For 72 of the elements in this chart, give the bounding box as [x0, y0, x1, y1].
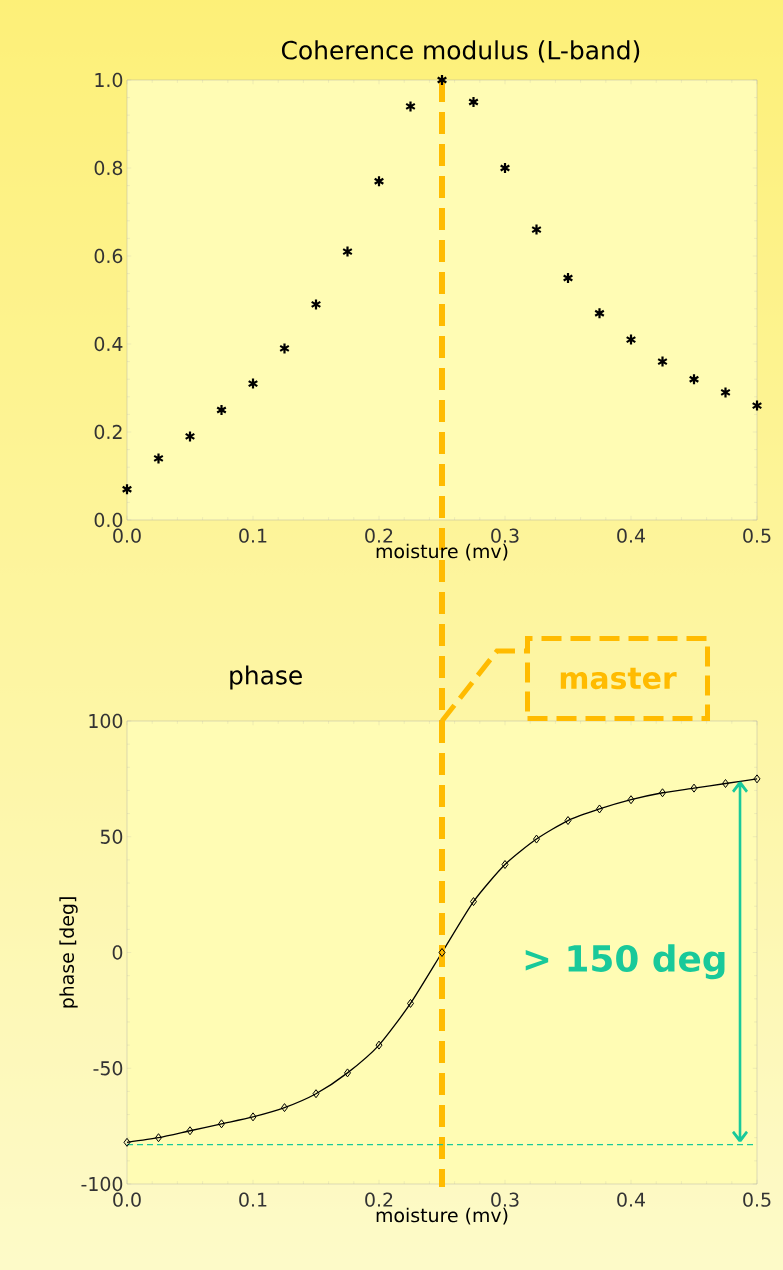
- point: [751, 399, 763, 412]
- y-tick-label: 50: [100, 829, 123, 844]
- point: [720, 386, 731, 399]
- point: [436, 73, 448, 87]
- point: [657, 355, 668, 368]
- point: [247, 377, 259, 390]
- point: [594, 307, 605, 320]
- point: [753, 774, 761, 784]
- y-tick-label: 0: [112, 945, 123, 960]
- chart-title: phase: [230, 665, 302, 690]
- point: [562, 271, 574, 285]
- point: [375, 1040, 383, 1050]
- point: [216, 403, 227, 417]
- x-tick-label: 0.5: [743, 1192, 771, 1207]
- x-tick-label: 0.4: [617, 1192, 645, 1207]
- point: [310, 298, 322, 311]
- point: [312, 1089, 320, 1099]
- point: [405, 100, 416, 113]
- point: [344, 1068, 351, 1078]
- y-tick-label: 100: [89, 713, 123, 729]
- point: [438, 948, 446, 957]
- point: [342, 245, 353, 258]
- y-tick-label: 0.8: [94, 160, 123, 176]
- x-tick-label: 0.4: [617, 528, 645, 543]
- point: [470, 897, 477, 907]
- point: [153, 452, 164, 465]
- x-tick-label: 0.5: [743, 528, 771, 543]
- y-tick-label: 0.0: [94, 512, 123, 528]
- point: [186, 1126, 194, 1136]
- y-tick-label: -50: [93, 1061, 123, 1076]
- annotation: > 150 deg: [525, 944, 725, 980]
- point: [533, 834, 541, 844]
- point: [564, 816, 572, 826]
- point: [407, 998, 414, 1008]
- text: master: [560, 667, 677, 690]
- point: [690, 783, 698, 793]
- point: [155, 1133, 162, 1143]
- x-tick-label: 0.1: [239, 528, 267, 543]
- point: [184, 430, 196, 443]
- x-tick-label: 0.3: [491, 1192, 519, 1207]
- y-tick-label: 1.0: [95, 72, 123, 88]
- y-tick-label: 0.4: [94, 336, 123, 352]
- x-tick-label: 0.0: [113, 528, 141, 543]
- x-tick-label: 0.2: [365, 528, 393, 543]
- point: [279, 342, 290, 355]
- y-tick-label: 0.6: [94, 248, 123, 264]
- point: [123, 1137, 131, 1147]
- point: [468, 95, 479, 109]
- point: [596, 804, 604, 814]
- point: [722, 779, 730, 788]
- y-axis-title: phase [deg]: [59, 897, 78, 1008]
- x-axis-title: moisture (mv): [376, 1207, 508, 1225]
- chart-title: Coherence modulus (L-band): [281, 40, 640, 63]
- point: [499, 161, 511, 175]
- point: [688, 373, 700, 386]
- y-tick-label: -100: [81, 1176, 123, 1192]
- y-tick-label: 0.2: [94, 424, 122, 440]
- x-axis-title: moisture (mv): [376, 543, 508, 561]
- point: [627, 795, 635, 805]
- x-tick-label: 0.3: [491, 528, 519, 543]
- point: [281, 1103, 288, 1113]
- x-tick-label: 0.1: [239, 1192, 267, 1207]
- point: [625, 333, 637, 346]
- x-tick-label: 0.0: [113, 1192, 141, 1207]
- point: [218, 1119, 225, 1129]
- point: [659, 788, 667, 798]
- point: [373, 175, 385, 188]
- point: [501, 860, 509, 870]
- point: [121, 483, 133, 496]
- point: [531, 223, 542, 236]
- x-tick-label: 0.2: [365, 1192, 393, 1207]
- point: [249, 1112, 257, 1122]
